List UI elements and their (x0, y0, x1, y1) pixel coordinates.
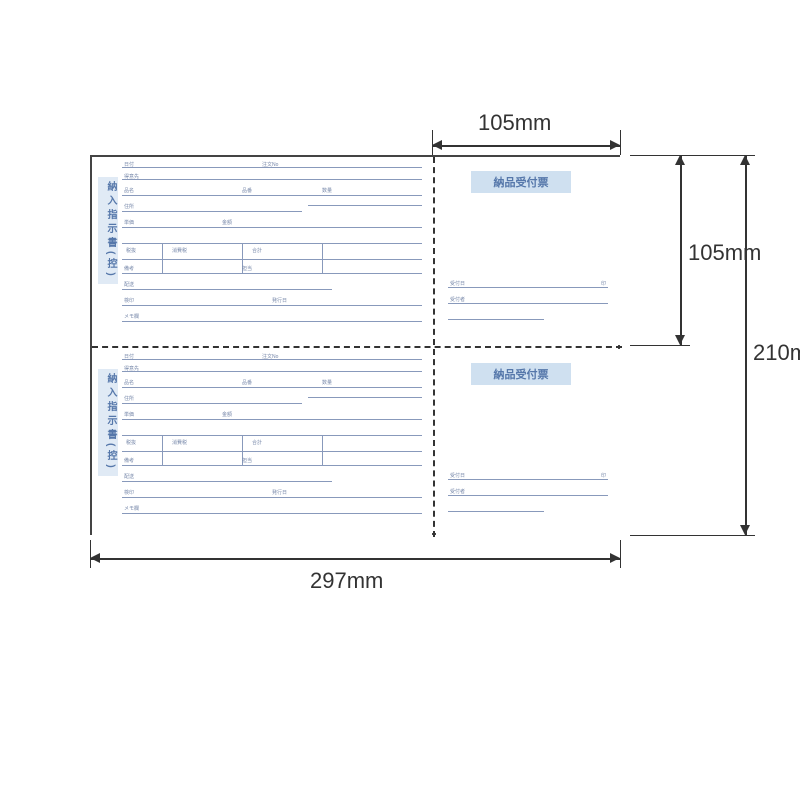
arrow-top-left (432, 140, 442, 150)
paper-sheet: 納入指示書(控) 日付 注文No 得意先 品名 品番 数量 住所 単価 金額 (90, 155, 620, 535)
arrow-rt-down (675, 335, 685, 345)
arrow-bot-right (610, 553, 620, 563)
dim-line-right-top (680, 155, 682, 345)
dim-line-top (432, 145, 620, 147)
tick-rf-top (630, 155, 755, 156)
form-panel-bottom-right: 納品受付票 受付日 印 受付者 (436, 349, 620, 535)
dim-label-right-full: 210mm (753, 340, 800, 366)
dim-label-right-top: 105mm (688, 240, 761, 266)
tick-top-left (432, 130, 433, 155)
tick-top-right (620, 130, 621, 155)
form-panel-top-right: 納品受付票 受付日 印 受付者 (436, 157, 620, 345)
tick-bot-left (90, 540, 91, 568)
arrow-top-right (610, 140, 620, 150)
dim-line-right-full (745, 155, 747, 535)
form-title-top-left: 納入指示書(控) (98, 177, 118, 284)
form-lines-tl: 日付 注文No 得意先 品名 品番 数量 住所 単価 金額 税抜 消費税 (122, 167, 422, 335)
arrow-rf-down (740, 525, 750, 535)
perforation-vertical (433, 157, 435, 537)
arrow-bot-left (90, 553, 100, 563)
tick-bot-right (620, 540, 621, 568)
sub-title-bottom-right: 納品受付票 (471, 363, 571, 385)
tick-rt-bot (630, 345, 690, 346)
tick-rf-bot (630, 535, 755, 536)
arrow-rt-up (675, 155, 685, 165)
form-panel-bottom-left: 納入指示書(控) 日付 注文No 得意先 品名 品番 数量 住所 単価 金額 (92, 349, 432, 535)
perforation-horizontal (92, 346, 622, 348)
dim-label-bottom: 297mm (310, 568, 383, 594)
dim-label-top: 105mm (478, 110, 551, 136)
form-panel-top-left: 納入指示書(控) 日付 注文No 得意先 品名 品番 数量 住所 単価 金額 (92, 157, 432, 345)
arrow-rf-up (740, 155, 750, 165)
form-lines-bl: 日付 注文No 得意先 品名 品番 数量 住所 単価 金額 税抜 消費税 (122, 359, 422, 525)
sub-title-top-right: 納品受付票 (471, 171, 571, 193)
form-title-bottom-left: 納入指示書(控) (98, 369, 118, 476)
dim-line-bottom (90, 558, 620, 560)
